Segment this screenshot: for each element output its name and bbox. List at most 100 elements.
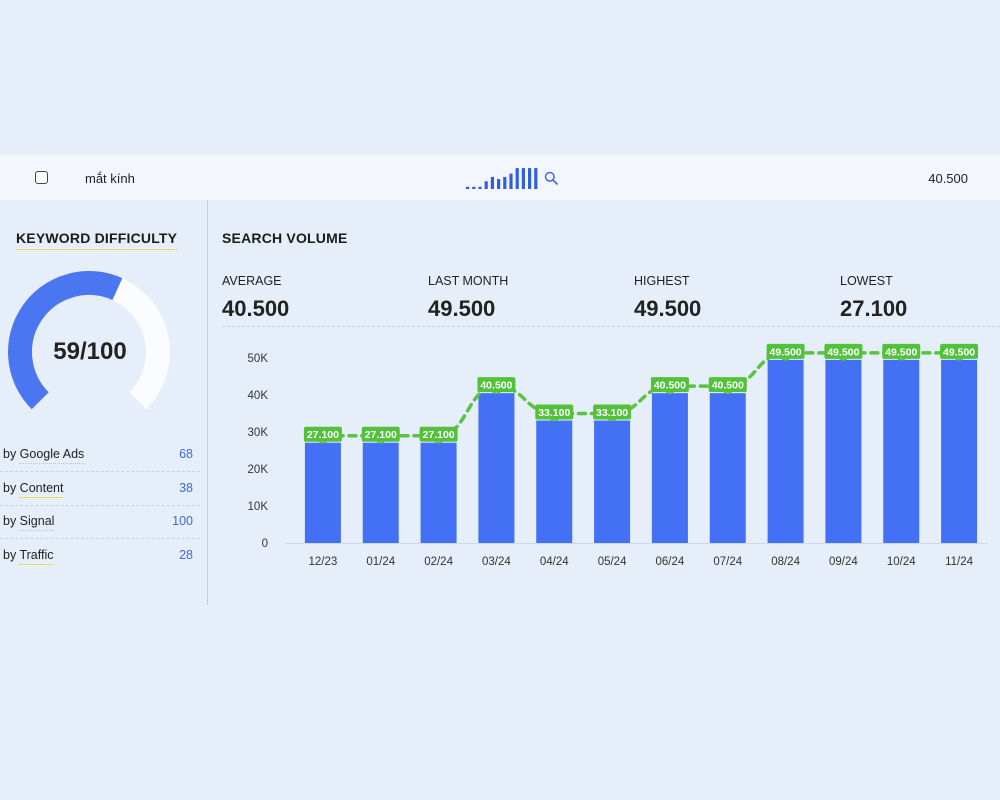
data-label: 49.500	[827, 346, 859, 358]
data-label: 40.500	[480, 380, 512, 392]
trend-bar	[528, 168, 532, 189]
factor-value: 100	[172, 514, 193, 528]
data-label: 33.100	[538, 407, 570, 419]
data-label: 33.100	[596, 407, 628, 419]
trend-bar	[490, 176, 494, 189]
keyword-difficulty-title-text: KEYWORD DIFFICULTY	[16, 230, 178, 246]
stat-last-month: LAST MONTH 49.500	[428, 274, 508, 322]
data-label-bg	[882, 343, 921, 359]
stat-lowest: LOWEST 27.100	[840, 274, 907, 322]
trend-bar	[515, 168, 519, 189]
trend-bar	[478, 186, 482, 189]
keyword-row: mắt kính 40.500	[0, 155, 1000, 200]
bar	[478, 393, 515, 543]
factor-underline	[19, 463, 85, 464]
difficulty-score: 59/100	[53, 338, 127, 365]
gauge-fill	[8, 271, 123, 410]
factor-row: by Google Ads 68	[0, 438, 200, 472]
data-label-bg	[419, 426, 458, 442]
title-underline	[16, 249, 178, 250]
data-label: 40.500	[654, 380, 686, 392]
bar	[651, 393, 688, 543]
data-label-bg	[593, 404, 632, 420]
stat-value: 49.500	[634, 296, 702, 321]
trend-sparkline	[466, 168, 538, 189]
factor-row: by Signal 100	[0, 505, 200, 539]
bar	[536, 420, 573, 543]
trend-bar	[466, 186, 470, 189]
keyword-checkbox[interactable]	[35, 171, 48, 184]
bar	[825, 359, 862, 543]
data-label-bg	[940, 343, 979, 359]
stat-value: 27.100	[840, 296, 908, 321]
data-label: 40.500	[712, 380, 744, 392]
data-label-bg	[477, 377, 516, 393]
stat-label: HIGHEST	[634, 274, 690, 288]
data-label-bg	[535, 404, 574, 420]
stat-highest: HIGHEST 49.500	[634, 274, 701, 322]
factor-label: by Traffic	[3, 548, 54, 565]
factor-row: by Traffic 28	[0, 539, 200, 572]
data-label-bg	[766, 343, 805, 359]
stat-value: 40.500	[222, 296, 290, 321]
stat-label: AVERAGE	[222, 274, 282, 288]
bar	[362, 442, 399, 543]
difficulty-gauge	[8, 271, 170, 410]
data-label-bg	[650, 377, 689, 393]
x-tick-label: 12/23	[309, 556, 338, 568]
x-tick-label: 04/24	[540, 556, 569, 568]
factor-underline	[19, 563, 54, 565]
bar	[941, 359, 978, 543]
y-tick-label: 30K	[248, 427, 269, 439]
factor-value: 68	[179, 447, 193, 461]
stat-label: LAST MONTH	[428, 274, 509, 288]
trend-bar	[521, 168, 525, 189]
bar	[420, 442, 457, 543]
x-tick-label: 05/24	[598, 556, 627, 568]
stat-average: AVERAGE 40.500	[222, 274, 289, 322]
y-tick-label: 40K	[248, 390, 269, 402]
trend-bar	[497, 179, 501, 189]
bar	[709, 393, 746, 543]
data-label-bg	[361, 426, 400, 442]
data-label: 49.500	[885, 346, 917, 358]
keyword-difficulty-panel: KEYWORD DIFFICULTY 59/100 by Google Ads 6…	[0, 200, 208, 605]
trend-bar	[534, 168, 538, 189]
data-label: 27.100	[307, 429, 339, 441]
trend-bar	[472, 186, 476, 189]
bar	[594, 420, 631, 543]
data-label: 49.500	[943, 346, 975, 358]
data-label-bg	[824, 343, 863, 359]
y-tick-label: 50K	[248, 353, 269, 365]
stats-divider	[222, 326, 1000, 327]
x-tick-label: 01/24	[366, 556, 395, 568]
x-tick-label: 09/24	[829, 556, 858, 568]
y-tick-label: 0	[262, 538, 268, 550]
x-tick-label: 06/24	[656, 556, 685, 568]
factor-value: 38	[179, 480, 193, 495]
bar	[767, 359, 804, 543]
stat-value: 49.500	[428, 296, 496, 321]
trend-bar	[509, 173, 513, 189]
factor-label: by Content	[3, 481, 64, 498]
factor-underline	[19, 496, 64, 498]
keyword-difficulty-title: KEYWORD DIFFICULTY	[16, 230, 178, 250]
factor-value: 28	[179, 547, 193, 562]
keyword-text: mắt kính	[85, 171, 135, 186]
factor-row: by Content 38	[0, 472, 200, 506]
x-tick-label: 11/24	[945, 556, 974, 568]
factor-label: by Google Ads	[3, 447, 85, 464]
x-tick-label: 10/24	[887, 556, 916, 568]
search-volume-chart: 0 10K 20K 30K 40K 50K 12/23 01/24 02/24 03/24 04/2…	[248, 343, 988, 568]
x-tick-label: 03/24	[482, 556, 511, 568]
x-tick-label: 07/24	[713, 556, 742, 568]
data-label: 49.500	[770, 346, 802, 358]
trend-bar	[484, 181, 488, 189]
search-volume-title: SEARCH VOLUME	[222, 230, 348, 246]
data-label-bg	[303, 426, 342, 442]
x-tick-label: 02/24	[424, 556, 453, 568]
data-label-bg	[708, 377, 747, 393]
factor-underline	[19, 530, 55, 531]
trend-bar	[503, 176, 507, 189]
search-icon[interactable]	[544, 171, 558, 185]
